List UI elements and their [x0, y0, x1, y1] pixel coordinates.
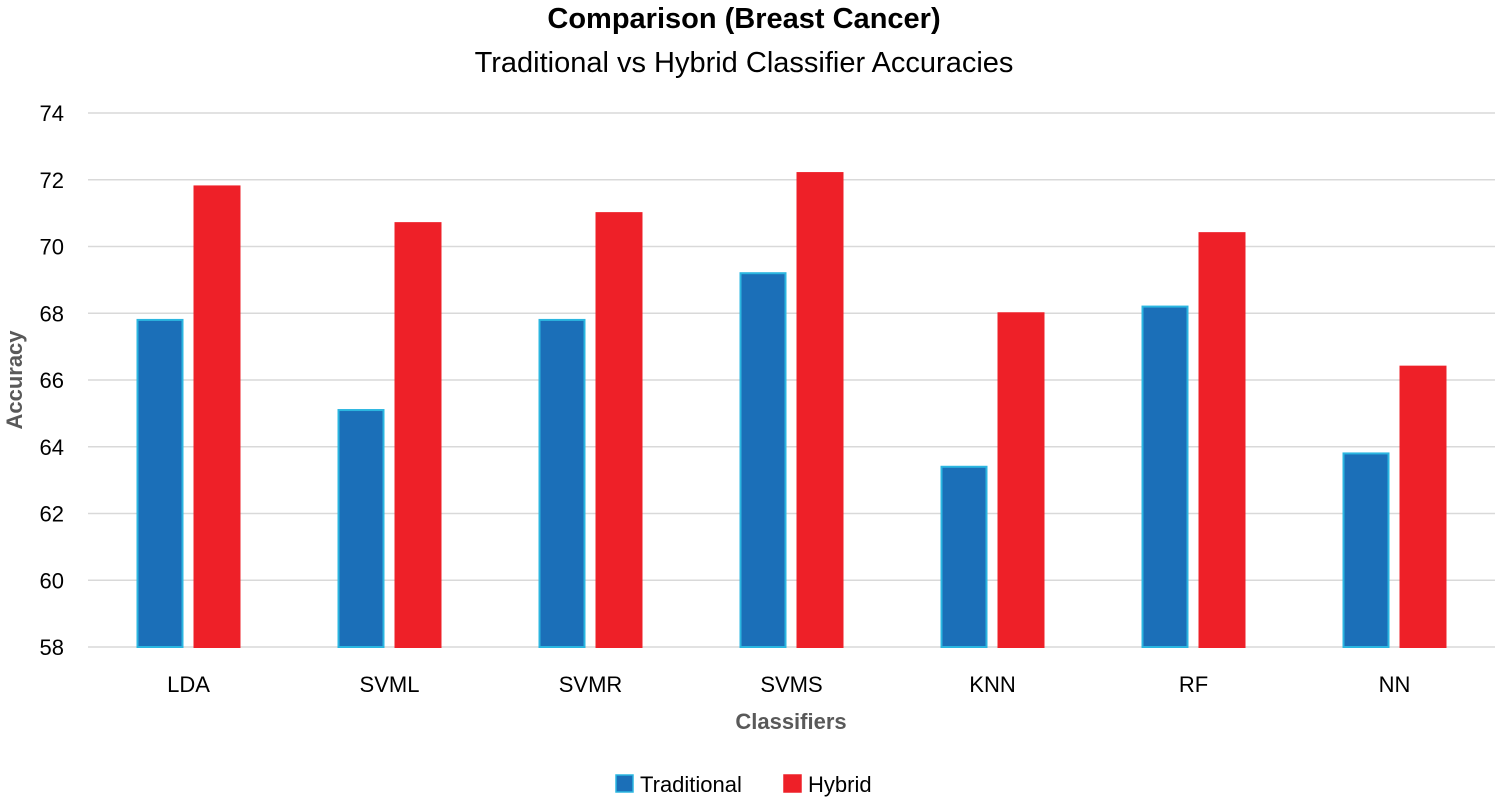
bars: [136, 172, 1447, 649]
y-tick-label: 58: [40, 635, 64, 660]
y-tick-label: 60: [40, 568, 64, 593]
legend-label-traditional: Traditional: [640, 772, 742, 797]
legend-swatch-hybrid: [783, 774, 802, 793]
y-tick-label: 62: [40, 502, 64, 527]
x-axis-ticks: LDA SVML SVMR SVMS KNN RF NN: [167, 672, 1410, 697]
x-tick-label: SVML: [360, 672, 420, 697]
gridlines: [88, 112, 1495, 648]
y-tick-label: 66: [40, 368, 64, 393]
legend: Traditional Hybrid: [615, 772, 872, 797]
x-tick-label: RF: [1179, 672, 1208, 697]
chart-title: Comparison (Breast Cancer): [547, 3, 940, 35]
bar-traditional-svml: [337, 409, 385, 648]
y-axis-ticks: 58 60 62 64 66 68 70 72 74: [40, 101, 64, 660]
x-axis-title: Classifiers: [735, 709, 846, 734]
bar-traditional-svms: [739, 272, 787, 648]
chart-subtitle: Traditional vs Hybrid Classifier Accurac…: [475, 47, 1014, 79]
bar-hybrid-nn: [1399, 365, 1447, 648]
y-tick-label: 68: [40, 301, 64, 326]
x-tick-label: LDA: [167, 672, 210, 697]
bar-hybrid-svml: [394, 222, 442, 648]
bar-hybrid-knn: [997, 312, 1045, 648]
y-axis-title: Accuracy: [2, 330, 27, 430]
bar-hybrid-svmr: [595, 212, 643, 648]
bar-hybrid-svms: [796, 172, 844, 648]
x-tick-label: SVMR: [559, 672, 623, 697]
bar-traditional-knn: [940, 465, 988, 648]
bar-traditional-nn: [1342, 452, 1390, 648]
bar-traditional-lda: [136, 318, 184, 648]
y-tick-label: 72: [40, 168, 64, 193]
bar-hybrid-lda: [193, 185, 241, 649]
bar-traditional-svmr: [538, 318, 586, 648]
x-tick-label: SVMS: [760, 672, 822, 697]
legend-swatch-traditional: [615, 774, 634, 793]
x-tick-label: NN: [1379, 672, 1411, 697]
y-tick-label: 74: [40, 101, 64, 126]
y-tick-label: 64: [40, 435, 64, 460]
legend-label-hybrid: Hybrid: [808, 772, 872, 797]
bar-traditional-rf: [1141, 305, 1189, 648]
y-tick-label: 70: [40, 235, 64, 260]
x-tick-label: KNN: [969, 672, 1015, 697]
bar-hybrid-rf: [1198, 232, 1246, 648]
